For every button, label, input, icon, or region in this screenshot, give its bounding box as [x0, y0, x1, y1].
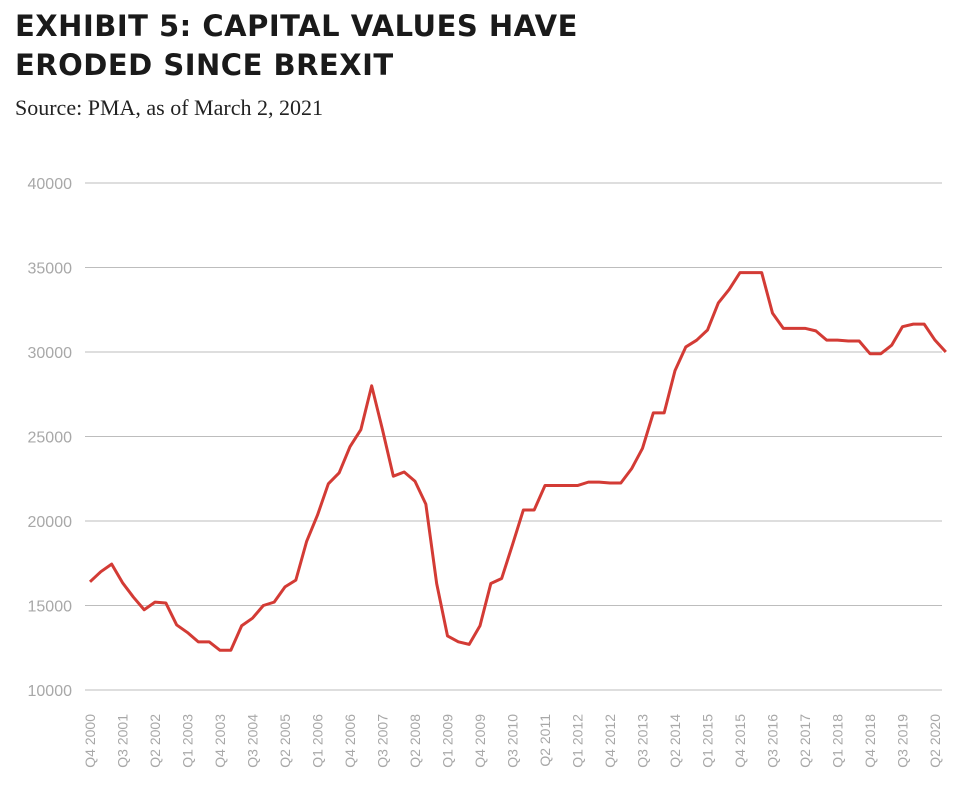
chart-title: EXHIBIT 5: CAPITAL VALUES HAVE [15, 9, 578, 43]
x-tick-label: Q4 2003 [212, 714, 228, 768]
x-tick-label: Q1 2018 [830, 714, 846, 768]
x-tick-label: Q3 2019 [895, 714, 911, 768]
line [88, 271, 947, 652]
x-tick-label: Q3 2004 [245, 714, 261, 768]
x-tick-label: Q3 2001 [115, 714, 131, 768]
x-tick-label: Q4 2015 [732, 714, 748, 768]
x-tick-label: Q2 2005 [277, 714, 293, 768]
x-tick-label: Q4 2000 [82, 714, 98, 768]
x-tick-label: Q3 2013 [635, 714, 651, 768]
y-tick-label: 20000 [28, 514, 73, 531]
x-tick-label: Q2 2017 [797, 714, 813, 768]
x-tick-label: Q3 2016 [765, 714, 781, 768]
x-tick-label: Q1 2003 [180, 714, 196, 768]
x-tick-label: Q1 2015 [700, 714, 716, 768]
x-tick-label: Q2 2014 [667, 714, 683, 768]
chart-title: ERODED SINCE BREXIT [15, 48, 394, 82]
x-tick-label: Q2 2020 [927, 714, 943, 768]
x-tick-label: Q2 2011 [537, 714, 553, 767]
x-tick-label: Q1 2006 [310, 714, 326, 768]
x-tick-label: Q3 2007 [375, 714, 391, 768]
y-tick-label: 40000 [28, 176, 73, 193]
x-tick-label: Q1 2012 [570, 714, 586, 768]
chart-subtitle: Source: PMA, as of March 2, 2021 [15, 95, 323, 120]
x-tick-label: Q2 2002 [147, 714, 163, 768]
y-tick-label: 15000 [28, 599, 73, 616]
y-tick-label: 35000 [28, 261, 73, 278]
x-tick-label: Q2 2008 [407, 714, 423, 768]
x-tick-label: Q1 2009 [440, 714, 456, 768]
x-tick-label: Q4 2006 [342, 714, 358, 768]
x-tick-label: Q4 2018 [862, 714, 878, 768]
y-tick-label: 25000 [28, 430, 73, 447]
x-tick-label: Q4 2009 [472, 714, 488, 768]
x-tick-label: Q3 2010 [505, 714, 521, 768]
y-tick-label: 10000 [28, 683, 73, 700]
y-tick-label: 30000 [28, 345, 73, 362]
x-tick-label: Q4 2012 [602, 714, 618, 768]
